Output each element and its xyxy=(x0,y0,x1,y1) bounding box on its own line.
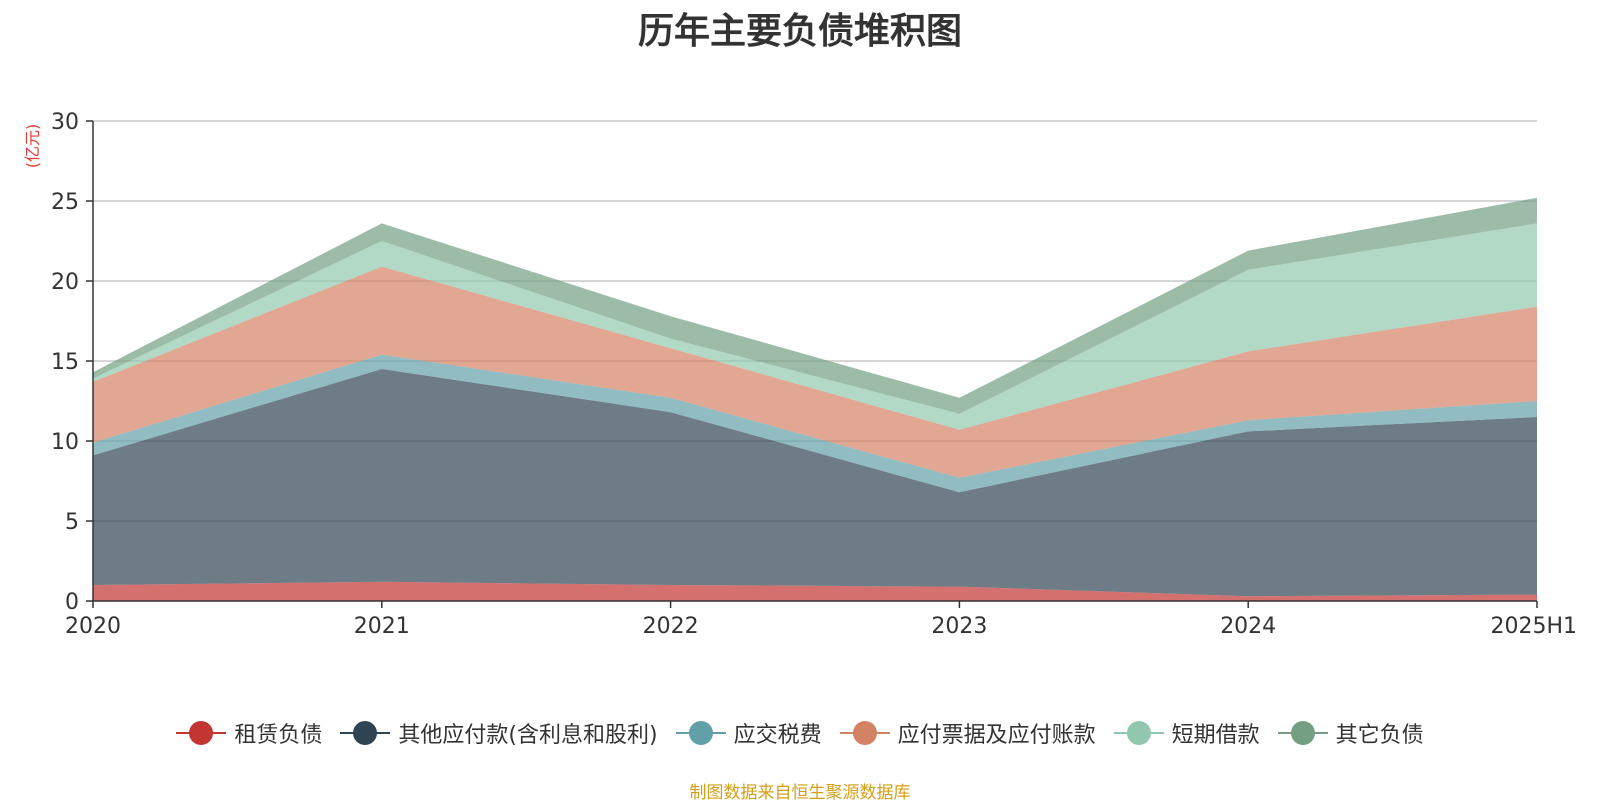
legend-label: 短期借款 xyxy=(1171,723,1260,748)
legend-label: 其它负债 xyxy=(1335,723,1424,748)
legend-item-1[interactable]: 其他应付款(含利息和股利) xyxy=(340,717,658,749)
area-series-0 xyxy=(93,581,1537,601)
area-series-5 xyxy=(93,197,1537,414)
area-series-1 xyxy=(93,369,1537,597)
y-tick-label: 20 xyxy=(51,270,79,295)
legend-label: 应交税费 xyxy=(733,723,822,748)
x-tick-label: 2025H1 xyxy=(1490,614,1577,639)
stacked-area-chart: 0 5 10 15 20 25 30 2020 2021 2022 2023 2024 2025H1 (… xyxy=(23,110,1577,639)
legend-item-2[interactable]: 应交税费 xyxy=(675,717,822,749)
y-tick-label: 25 xyxy=(51,190,79,215)
x-tick-label: 2021 xyxy=(354,614,410,639)
y-axis-unit-label: (亿元) xyxy=(23,124,42,169)
legend-marker-icon xyxy=(839,721,890,745)
legend-marker-icon xyxy=(1113,721,1164,745)
legend-marker-icon xyxy=(1277,721,1328,745)
area-series-4 xyxy=(93,223,1537,430)
x-tick-label: 2024 xyxy=(1220,614,1276,639)
y-tick-label: 5 xyxy=(65,510,79,535)
legend-item-5[interactable]: 其它负债 xyxy=(1277,717,1424,749)
legend-item-0[interactable]: 租赁负债 xyxy=(176,717,322,749)
legend-marker-icon xyxy=(675,721,726,745)
legend-item-4[interactable]: 短期借款 xyxy=(1113,717,1260,749)
area-series-3 xyxy=(93,266,1537,478)
legend-label: 其他应付款(含利息和股利) xyxy=(398,723,658,748)
area-series-layer xyxy=(93,197,1537,601)
source-note: 制图数据来自恒生聚源数据库 xyxy=(689,783,911,803)
axes: 0 5 10 15 20 25 30 2020 2021 2022 2023 2024 2025H1 xyxy=(51,110,1577,639)
legend-label: 应付票据及应付账款 xyxy=(897,723,1096,748)
area-series-2 xyxy=(93,354,1537,493)
legend: 租赁负债 其他应付款(含利息和股利) 应交税费 应付票据及应付账款 短期借款 其它负债 xyxy=(0,717,1600,749)
legend-item-3[interactable]: 应付票据及应付账款 xyxy=(839,717,1096,749)
y-tick-label: 0 xyxy=(65,590,79,615)
y-tick-label: 15 xyxy=(51,350,79,375)
legend-marker-icon xyxy=(176,721,227,745)
chart-title: 历年主要负债堆积图 xyxy=(637,11,962,52)
x-tick-label: 2023 xyxy=(931,614,987,639)
x-tick-label: 2022 xyxy=(643,614,699,639)
y-tick-label: 10 xyxy=(51,430,79,455)
y-tick-label: 30 xyxy=(51,110,79,135)
legend-marker-icon xyxy=(340,721,391,745)
legend-label: 租赁负债 xyxy=(234,723,323,748)
x-tick-label: 2020 xyxy=(65,614,121,639)
